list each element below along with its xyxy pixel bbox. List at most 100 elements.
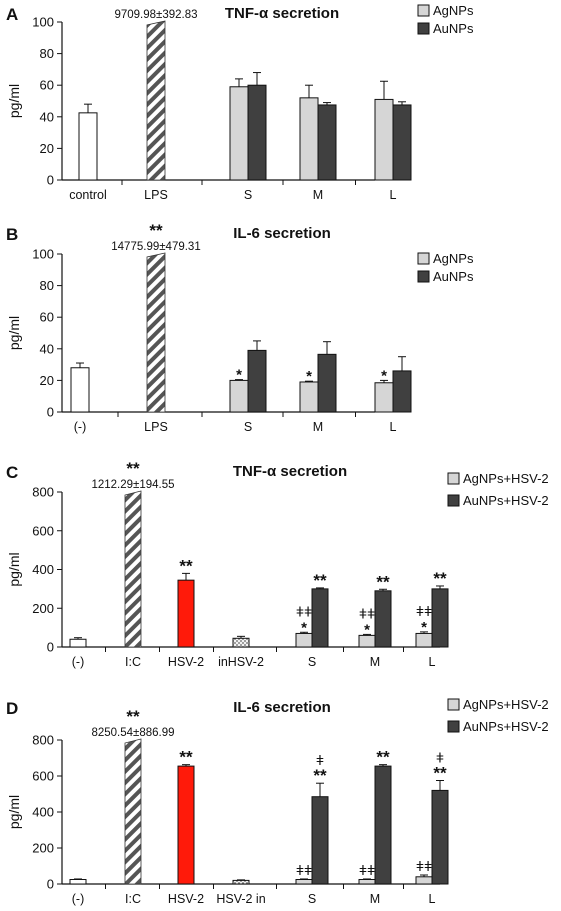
bar: [317, 104, 337, 181]
significance-marker: **: [126, 459, 140, 478]
y-tick-label: 100: [32, 15, 54, 30]
x-tick-label: (-): [72, 655, 85, 669]
dagger-marker: ǂǂ: [416, 603, 432, 619]
y-tick-label: 200: [32, 841, 54, 856]
y-tick-label: 400: [32, 562, 54, 577]
dagger-marker: ǂ: [436, 750, 444, 766]
panel-b: B IL-6 secretion 0 20 40 60 80 100 pg/ml (-) LPS S M…: [6, 221, 474, 434]
bar: [431, 789, 449, 885]
significance-marker: **: [179, 556, 193, 575]
bar: [70, 367, 90, 413]
bar-annotation: 8250.54±886.99: [91, 727, 174, 739]
legend-swatch: [417, 4, 430, 17]
bar: [358, 879, 376, 885]
significance-marker: **: [149, 0, 163, 8]
panel-a: A TNF-α secretion 0 20 40 60 80 100 pg/ml control…: [6, 0, 474, 202]
x-tick-label: S: [244, 188, 252, 202]
bar-annotation: 9709.98±392.83: [114, 9, 197, 21]
bar: [177, 579, 195, 648]
x-tick-label: (-): [72, 892, 85, 906]
bar: [299, 381, 319, 413]
y-tick-label: 80: [40, 46, 54, 61]
bar: [374, 765, 392, 885]
x-tick-label: L: [429, 655, 436, 669]
bar: [392, 370, 412, 413]
bar: [229, 379, 249, 413]
legend-swatch: [447, 720, 460, 733]
panel-title: IL-6 secretion: [233, 225, 331, 242]
dagger-marker: ǂǂ: [416, 858, 432, 874]
legend-label: AuNPs+HSV-2: [463, 493, 549, 508]
x-tick-label: M: [313, 420, 323, 434]
significance-marker: **: [376, 572, 390, 591]
y-tick-label: 100: [32, 247, 54, 262]
significance-marker: **: [376, 748, 390, 767]
legend-label: AuNPs: [433, 21, 474, 36]
legend-swatch: [447, 472, 460, 485]
bar: [392, 104, 412, 181]
bar: [146, 20, 166, 181]
x-tick-label: S: [308, 655, 316, 669]
bar: [229, 86, 249, 181]
y-tick-label: 600: [32, 769, 54, 784]
bar: [374, 98, 394, 181]
legend-swatch: [417, 22, 430, 35]
panel-title: IL-6 secretion: [233, 699, 331, 716]
y-axis-label: pg/ml: [6, 552, 22, 586]
x-tick-label: L: [429, 892, 436, 906]
bar: [299, 97, 319, 181]
x-tick-label: LPS: [144, 188, 168, 202]
legend-label: AgNPs+HSV-2: [463, 471, 549, 486]
y-tick-label: 800: [32, 733, 54, 748]
significance-marker: **: [433, 569, 447, 588]
bar: [374, 382, 394, 413]
significance-marker: *: [306, 368, 312, 385]
legend-swatch: [447, 494, 460, 507]
bar: [374, 590, 392, 648]
x-tick-label: HSV-2: [168, 892, 204, 906]
y-tick-label: 60: [40, 310, 54, 325]
significance-marker: **: [313, 766, 327, 785]
bar: [317, 353, 337, 413]
panel-letter: C: [6, 463, 18, 482]
x-tick-label: HSV-2: [168, 655, 204, 669]
legend-label: AgNPs+HSV-2: [463, 697, 549, 712]
panel-c: C TNF-α secretion 0 200 400 600 800 pg/ml (-) I:C…: [6, 459, 549, 669]
x-tick-label: control: [69, 188, 107, 202]
dagger-marker: ǂǂ: [359, 862, 375, 878]
bar: [247, 84, 267, 181]
significance-marker: **: [313, 571, 327, 590]
y-tick-label: 0: [47, 173, 54, 188]
y-tick-label: 20: [40, 141, 54, 156]
dagger-marker: ǂǂ: [296, 862, 312, 878]
legend-swatch: [447, 698, 460, 711]
bar: [69, 879, 87, 885]
dagger-marker: ǂǂ: [296, 603, 312, 619]
panel-letter: D: [6, 699, 18, 718]
panel-letter: A: [6, 5, 18, 24]
significance-marker: **: [433, 764, 447, 783]
significance-marker: **: [126, 707, 140, 726]
dagger-marker: ǂǂ: [359, 605, 375, 621]
dagger-marker: ǂ: [316, 752, 324, 768]
x-tick-label: LPS: [144, 420, 168, 434]
bar: [124, 738, 142, 885]
bar: [177, 765, 195, 885]
panel-title: TNF-α secretion: [233, 463, 347, 480]
bar-annotation: 14775.99±479.31: [111, 241, 200, 253]
x-tick-label: HSV-2 in: [216, 892, 265, 906]
legend-swatch: [417, 252, 430, 265]
x-tick-label: I:C: [125, 892, 141, 906]
x-tick-label: (-): [74, 420, 87, 434]
bar-annotation: 1212.29±194.55: [91, 479, 174, 491]
x-tick-label: M: [370, 655, 380, 669]
significance-marker: *: [236, 367, 242, 384]
significance-marker: *: [301, 619, 307, 636]
panel-letter: B: [6, 225, 18, 244]
y-tick-label: 0: [47, 405, 54, 420]
significance-marker: *: [381, 367, 387, 384]
bar: [311, 588, 329, 648]
significance-marker: *: [421, 619, 427, 636]
y-tick-label: 60: [40, 78, 54, 93]
